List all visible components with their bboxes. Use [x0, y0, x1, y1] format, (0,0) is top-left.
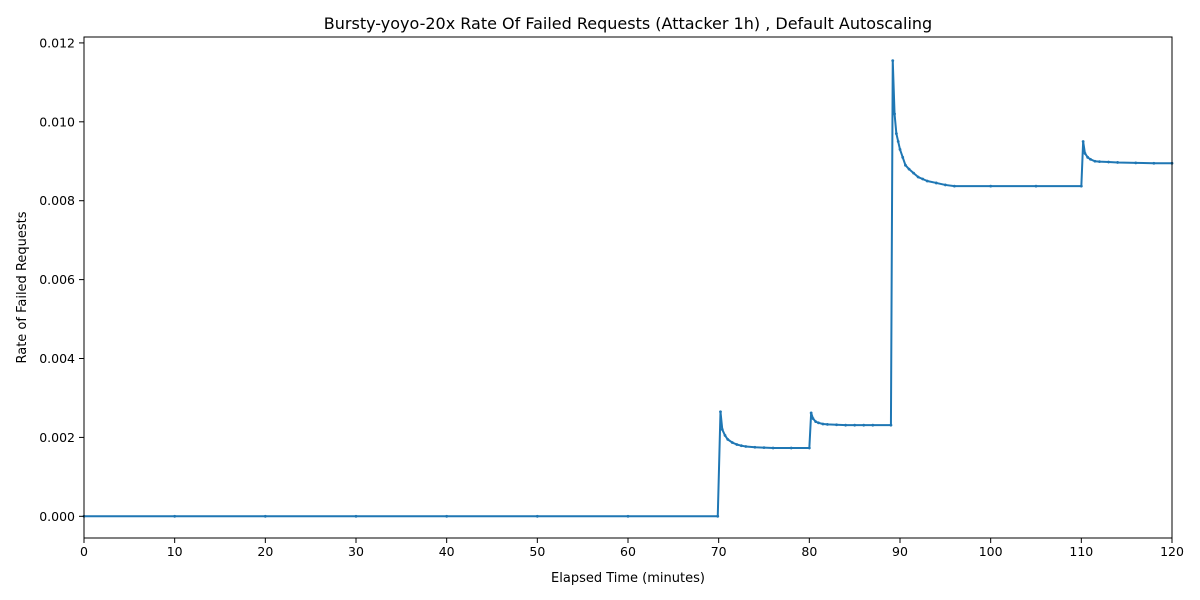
data-point [1089, 157, 1092, 161]
data-point [445, 514, 449, 518]
data-point [789, 446, 793, 450]
data-point [1034, 184, 1038, 188]
data-point [817, 421, 820, 425]
data-point [719, 410, 722, 414]
data-point [912, 171, 915, 175]
data-point [730, 441, 734, 444]
x-tick-label: 20 [257, 544, 273, 559]
data-point [835, 423, 838, 427]
x-axis-label: Elapsed Time (minutes) [551, 571, 705, 586]
data-point [826, 422, 829, 426]
data-point [1079, 184, 1083, 188]
x-tick-label: 50 [529, 544, 545, 559]
data-point [925, 179, 929, 183]
chart-title: Bursty-yoyo-20x Rate Of Failed Requests … [324, 14, 932, 33]
data-point [535, 514, 539, 518]
data-point [809, 411, 813, 415]
y-tick-label: 0.000 [39, 509, 75, 524]
data-point [726, 437, 730, 441]
data-point [1093, 159, 1097, 163]
data-point [626, 514, 630, 518]
data-point [821, 422, 825, 426]
x-tick-label: 40 [439, 544, 455, 559]
x-tick-label: 0 [80, 544, 88, 559]
data-point [1107, 160, 1110, 164]
x-tick-label: 80 [801, 544, 817, 559]
data-point [716, 514, 720, 518]
data-point [916, 175, 920, 179]
data-point [1081, 140, 1085, 143]
data-point [735, 443, 739, 446]
data-point [853, 423, 857, 427]
y-tick-label: 0.010 [39, 114, 75, 129]
data-point [263, 514, 267, 518]
data-point [807, 446, 811, 450]
y-tick-label: 0.006 [39, 272, 75, 287]
data-point [753, 445, 757, 449]
x-tick-label: 90 [892, 544, 908, 559]
x-tick-label: 10 [167, 544, 183, 559]
data-point [1086, 155, 1090, 159]
data-point [904, 163, 907, 167]
data-point [891, 59, 895, 63]
data-point [811, 417, 815, 420]
plot-frame [83, 36, 1173, 539]
data-point [762, 446, 766, 450]
data-point [907, 167, 911, 171]
series-line [84, 59, 1172, 518]
x-tick-label: 70 [711, 544, 727, 559]
data-point [1098, 160, 1101, 164]
data-point [1134, 161, 1138, 165]
data-point [921, 177, 925, 181]
data-point [889, 423, 893, 427]
data-point [871, 423, 875, 427]
data-point [934, 181, 938, 185]
data-point [744, 445, 748, 448]
x-tick-label: 60 [620, 544, 636, 559]
x-axis: 0 10 20 30 40 50 60 70 80 90 100 110 120 [80, 538, 1184, 559]
data-point [894, 132, 898, 136]
x-tick-label: 30 [348, 544, 364, 559]
y-tick-label: 0.008 [39, 193, 75, 208]
data-point [898, 148, 902, 151]
data-point [173, 514, 177, 518]
data-point [1152, 161, 1156, 165]
data-point [862, 423, 866, 427]
x-tick-label: 100 [979, 544, 1003, 559]
data-point [771, 446, 775, 450]
data-point [989, 184, 993, 188]
data-point [720, 428, 724, 431]
data-point [901, 155, 905, 159]
data-point [354, 514, 358, 518]
plot-area [82, 59, 1174, 518]
y-axis-label: Rate of Failed Requests [15, 211, 30, 363]
data-point [739, 444, 743, 448]
data-point [943, 183, 947, 187]
data-point [723, 434, 727, 437]
y-tick-label: 0.012 [39, 35, 75, 50]
data-point [1083, 151, 1087, 155]
x-tick-label: 120 [1160, 544, 1184, 559]
data-point [953, 184, 956, 188]
y-tick-label: 0.004 [39, 351, 75, 366]
data-point [814, 420, 818, 424]
y-tick-label: 0.002 [39, 430, 75, 445]
data-point [896, 140, 900, 143]
y-axis: 0.000 0.002 0.004 0.006 0.008 0.010 0.012 [39, 35, 84, 524]
data-point [1116, 161, 1119, 164]
x-tick-label: 110 [1069, 544, 1093, 559]
data-point [893, 112, 896, 116]
data-point [844, 423, 847, 427]
